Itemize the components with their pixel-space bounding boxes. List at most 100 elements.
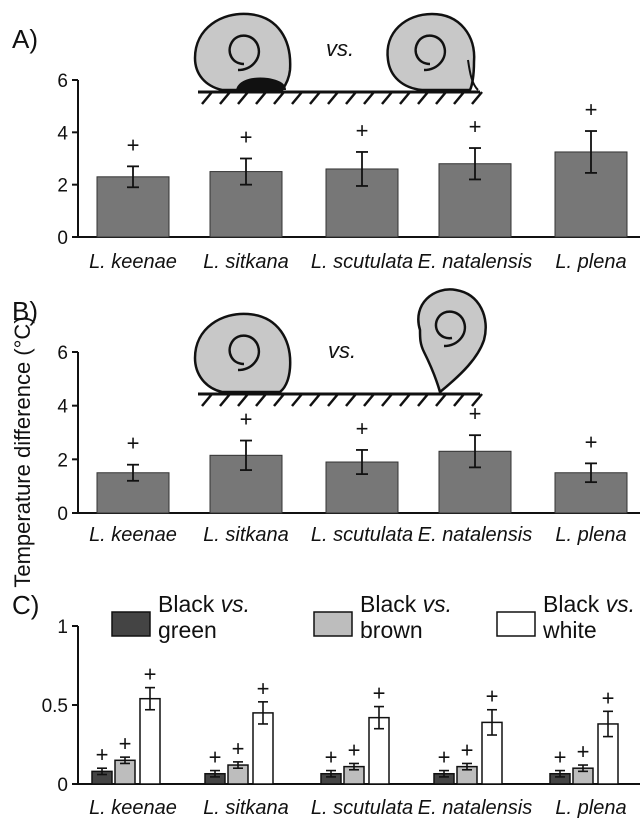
ground-hatch [435, 393, 447, 407]
significance-marker: + [577, 739, 590, 764]
ground-hatch [309, 393, 321, 407]
ground-hatch [201, 91, 213, 105]
y-tick-label: 4 [57, 397, 68, 418]
y-tick-label: 0 [57, 504, 68, 525]
legend-swatch [313, 611, 353, 637]
significance-marker: + [96, 742, 109, 767]
significance-marker: + [240, 125, 253, 150]
ground-hatch [453, 393, 465, 407]
y-tick-label: 4 [57, 123, 68, 144]
ground-hatch [291, 393, 303, 407]
legend-label-vs: vs. [606, 591, 635, 617]
legend-label-line1: Black [158, 591, 221, 617]
x-tick-label: E. natalensis [418, 251, 533, 273]
ground-hatch [219, 393, 231, 407]
ground-hatch [201, 393, 213, 407]
illustration-vs-label: vs. [326, 36, 354, 61]
ground-hatch [273, 91, 285, 105]
snail-icon [386, 12, 479, 92]
legend: Black vs. green Black vs. brown Black vs. whi… [111, 591, 635, 643]
significance-marker: + [356, 118, 369, 143]
significance-marker: + [469, 114, 482, 139]
snail-icon [193, 12, 292, 92]
ground-hatch [237, 91, 249, 105]
significance-marker: + [554, 745, 567, 770]
significance-marker: + [257, 676, 270, 701]
x-tick-label: L. sitkana [203, 524, 289, 546]
x-tick-label: E. natalensis [418, 797, 533, 819]
significance-marker: + [325, 745, 338, 770]
ground-hatch [345, 393, 357, 407]
panel-b: B) vs. 0 2 4 6 L. keenae L. sitkana L. scutula… [12, 288, 640, 546]
significance-marker: + [127, 132, 140, 157]
legend-swatch [496, 611, 536, 637]
panel-a: A) vs. 0 2 4 6 L. keenae L. sitkana L. scutula… [12, 12, 640, 273]
x-tick-label: L. keenae [89, 251, 177, 273]
legend-label: Black vs. white [542, 591, 635, 643]
x-tick-label: L. scutulata [311, 251, 413, 273]
significance-marker: + [240, 407, 253, 432]
legend-label-line2: white [542, 617, 597, 643]
ground-hatch [453, 91, 465, 105]
snail-icon [417, 288, 487, 395]
y-tick-label: 2 [57, 450, 68, 471]
ground-hatch [345, 91, 357, 105]
y-axis-label: Temperature difference (°C) [10, 316, 35, 587]
y-tick-label: 0.5 [42, 696, 68, 717]
legend-label-vs: vs. [221, 591, 250, 617]
ground-hatch [363, 91, 375, 105]
ground-hatch [291, 91, 303, 105]
significance-marker: + [127, 431, 140, 456]
ground-hatch [471, 393, 483, 407]
legend-label-line1: Black [543, 591, 606, 617]
illustration-a: vs. [193, 12, 483, 105]
ground-hatch [309, 91, 321, 105]
significance-marker: + [209, 745, 222, 770]
y-tick-label: 6 [57, 71, 68, 92]
ground-hatch [237, 393, 249, 407]
ground-hatch [399, 393, 411, 407]
legend-label-vs: vs. [423, 591, 452, 617]
ground-hatch [273, 393, 285, 407]
legend-label: Black vs. brown [360, 591, 452, 643]
x-tick-label: L. keenae [89, 524, 177, 546]
legend-swatch [111, 611, 151, 637]
panel-label-b: B) [12, 296, 38, 326]
x-tick-label: L. plena [555, 797, 626, 819]
ground-hatch [363, 393, 375, 407]
ground-hatch [435, 91, 447, 105]
ground-hatch [327, 91, 339, 105]
significance-marker: + [602, 685, 615, 710]
x-tick-label: L. keenae [89, 797, 177, 819]
x-tick-label: L. scutulata [311, 797, 413, 819]
y-tick-label: 2 [57, 176, 68, 197]
y-tick-label: 0 [57, 228, 68, 249]
significance-marker: + [585, 429, 598, 454]
ground-hatch [219, 91, 231, 105]
bar [139, 697, 161, 785]
significance-marker: + [144, 662, 157, 687]
significance-marker: + [469, 401, 482, 426]
panel-label-c: C) [12, 590, 39, 620]
y-tick-label: 1 [57, 617, 68, 638]
illustration-vs-label: vs. [328, 338, 356, 363]
ground-hatch [399, 91, 411, 105]
ground-hatch [471, 91, 483, 105]
x-tick-label: L. plena [555, 524, 626, 546]
significance-marker: + [373, 681, 386, 706]
significance-marker: + [119, 731, 132, 756]
significance-marker: + [232, 736, 245, 761]
x-tick-label: L. scutulata [311, 524, 413, 546]
y-tick-label: 0 [57, 775, 68, 796]
ground-hatch [327, 393, 339, 407]
y-tick-label: 6 [57, 343, 68, 364]
ground-hatch [417, 393, 429, 407]
significance-marker: + [438, 745, 451, 770]
panel-label-a: A) [12, 24, 38, 54]
ground-hatch [381, 393, 393, 407]
legend-label: Black vs. green [158, 591, 250, 643]
snail-icon [193, 312, 292, 394]
significance-marker: + [356, 416, 369, 441]
